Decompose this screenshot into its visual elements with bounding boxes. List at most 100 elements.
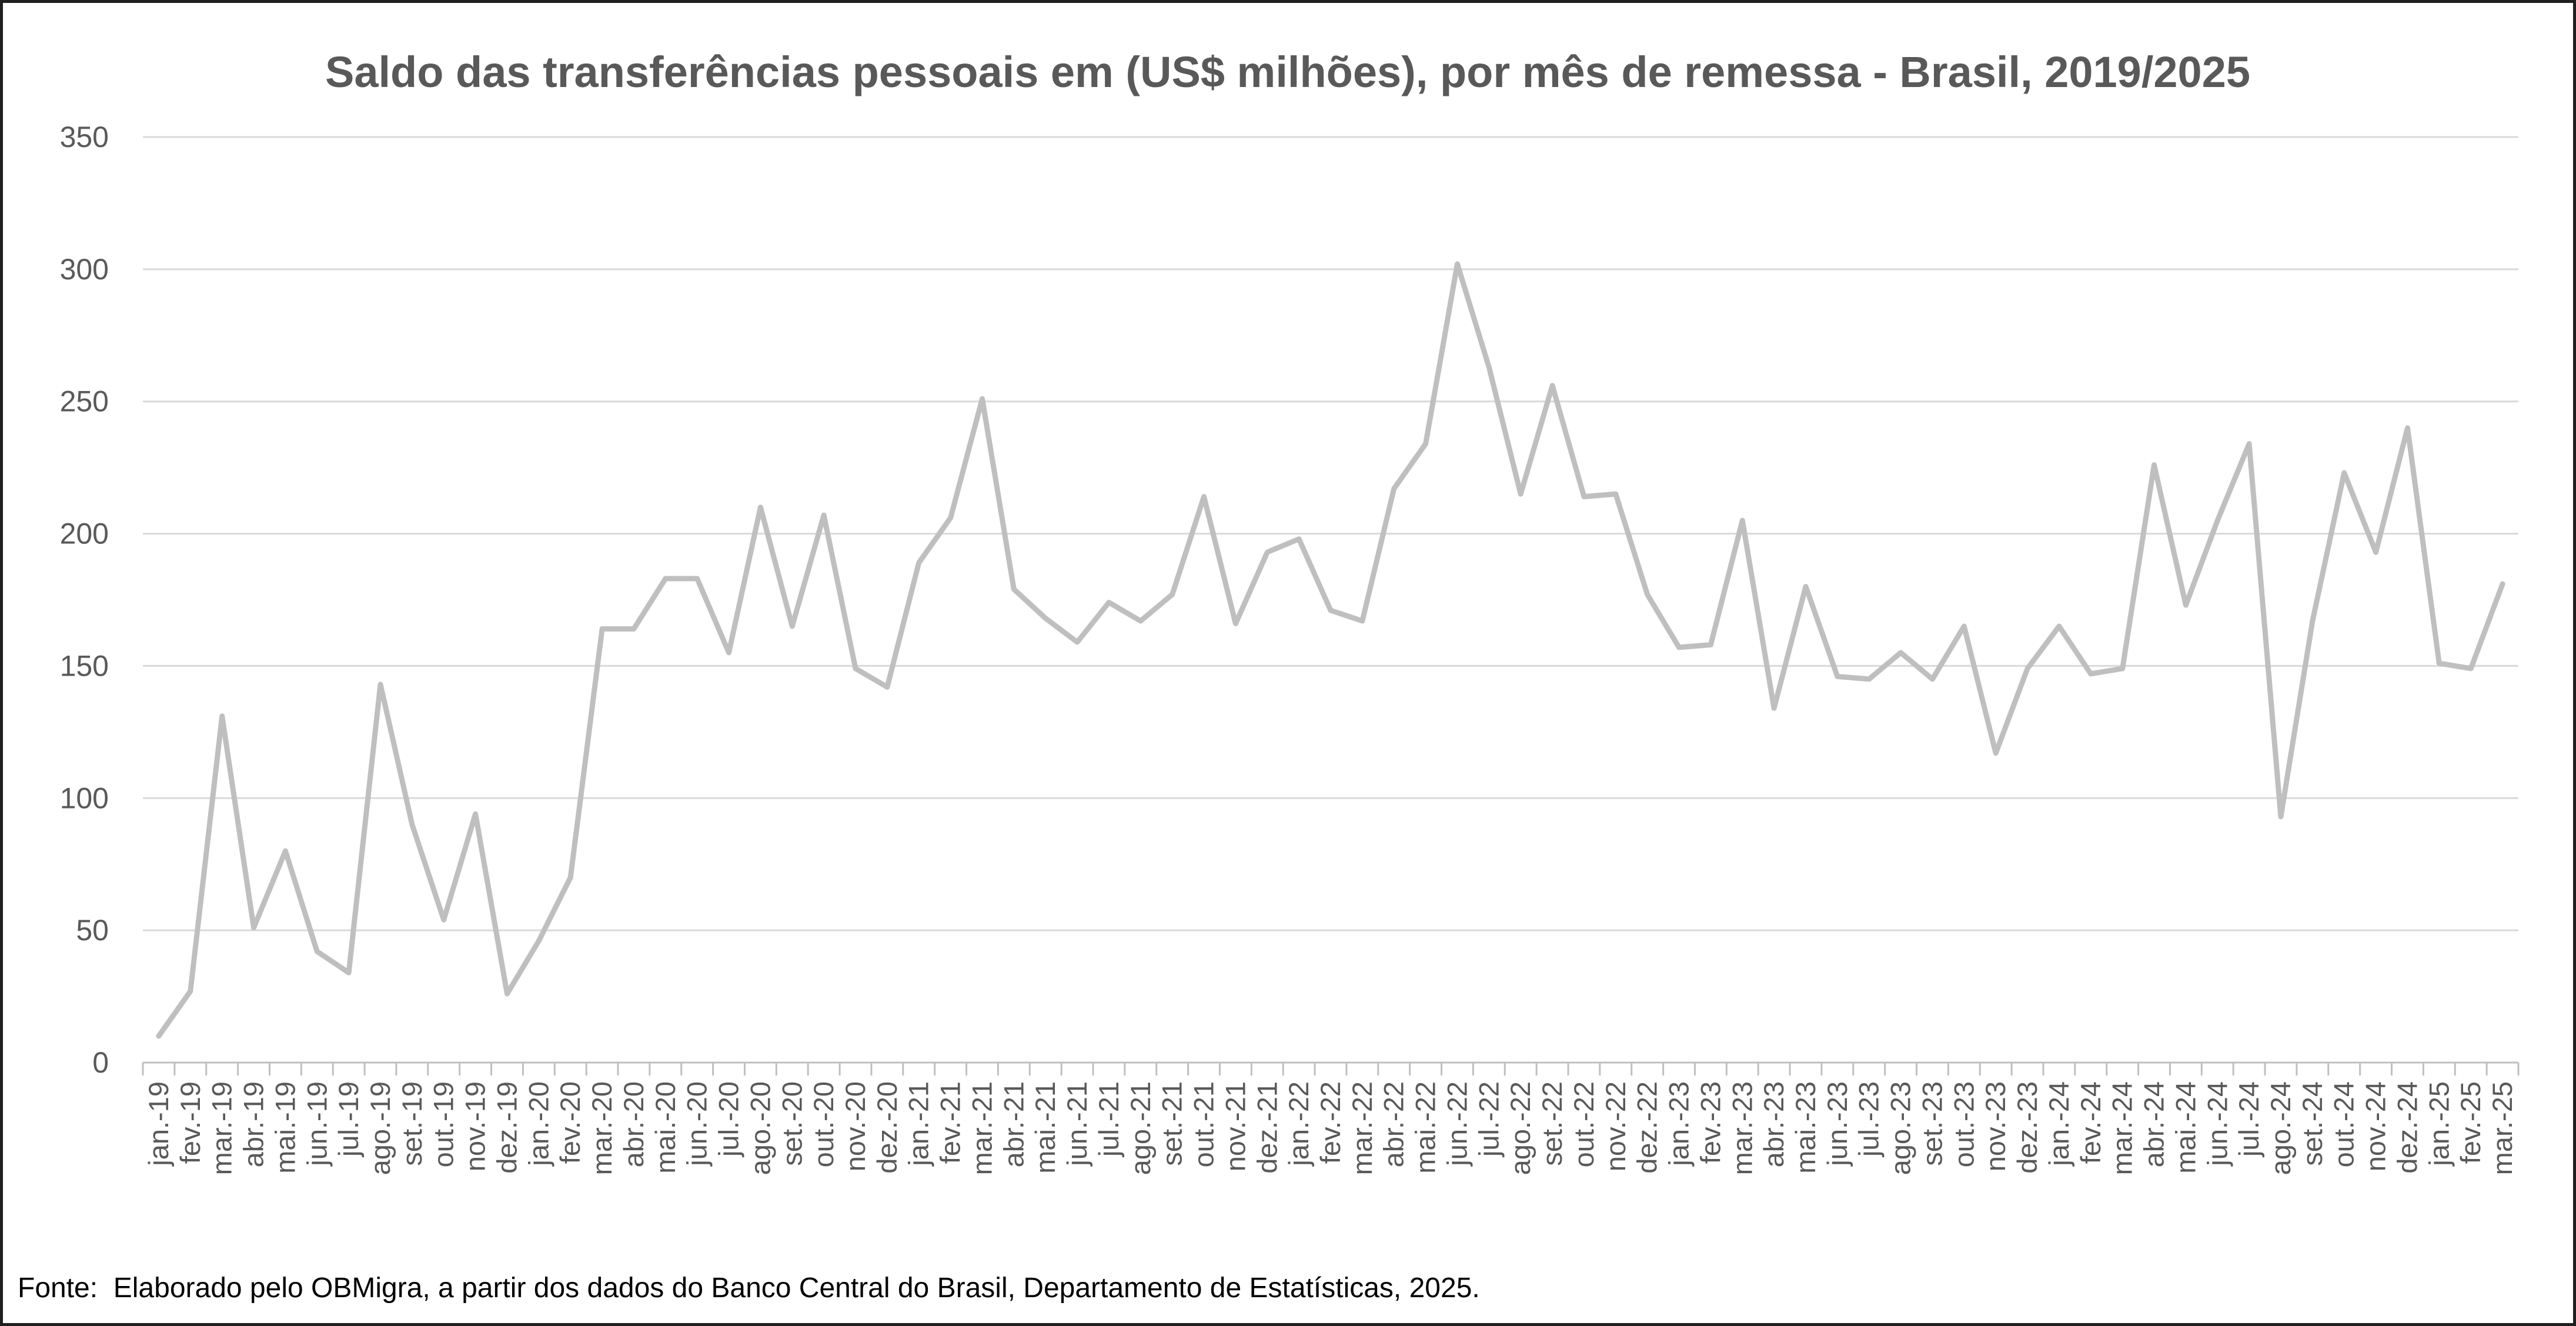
x-tick-label: jun.-24 — [2201, 1081, 2233, 1167]
data-point — [948, 516, 953, 520]
x-tick-label: jul.-20 — [713, 1081, 744, 1158]
x-tick-label: set.-19 — [396, 1081, 427, 1166]
data-point — [2405, 426, 2410, 430]
data-point — [885, 684, 890, 689]
data-point — [1455, 262, 1460, 266]
data-point — [1233, 622, 1238, 626]
data-point — [1518, 492, 1523, 496]
x-tick-label: abr.-22 — [1378, 1081, 1409, 1167]
data-point — [1645, 592, 1650, 597]
x-tick-label: jun.-19 — [301, 1081, 332, 1167]
x-tick-label: fev.-25 — [2455, 1081, 2486, 1164]
x-tick-label: mar.-24 — [2107, 1081, 2138, 1175]
x-tick-label: ago.-24 — [2265, 1081, 2296, 1175]
data-point — [2152, 463, 2157, 467]
x-tick-label: out.-20 — [808, 1081, 839, 1167]
x-tick-label: nov.-21 — [1219, 1081, 1251, 1171]
x-tick-label: fev.-24 — [2075, 1081, 2106, 1164]
x-tick-label: ago.-21 — [1125, 1081, 1156, 1175]
x-tick-label: set.-20 — [776, 1081, 807, 1166]
x-tick-label: jul.-19 — [333, 1081, 364, 1158]
data-point — [156, 1034, 161, 1038]
x-tick-label: dez.-24 — [2391, 1081, 2423, 1174]
data-point — [1107, 600, 1111, 605]
x-tick-label: dez.-19 — [491, 1081, 522, 1174]
x-tick-label: jun.-23 — [1822, 1081, 1853, 1167]
data-point — [1170, 592, 1175, 597]
data-point — [378, 682, 383, 687]
data-point — [1740, 518, 1745, 523]
series-layer — [156, 261, 2505, 1039]
x-tick-label: fev.-19 — [175, 1081, 206, 1164]
x-tick-label: nov.-20 — [840, 1081, 871, 1171]
x-tick-label: mai.-21 — [1030, 1081, 1061, 1174]
x-tick-label: out.-23 — [1948, 1081, 1979, 1167]
y-tick-label: 200 — [60, 517, 109, 550]
data-point — [1708, 643, 1713, 647]
x-tick-label: abr.-21 — [998, 1081, 1029, 1167]
data-point — [2437, 661, 2441, 666]
x-tick-label: out.-22 — [1568, 1081, 1599, 1167]
data-point — [1613, 492, 1618, 496]
data-point — [2278, 814, 2283, 819]
x-tick-label: jul.-24 — [2233, 1081, 2264, 1158]
x-tick-label: ago.-22 — [1505, 1081, 1536, 1175]
data-point — [2468, 666, 2473, 671]
x-tick-label: jan.-21 — [903, 1081, 934, 1167]
x-tick-label: set.-24 — [2297, 1081, 2328, 1166]
x-tick-label: dez.-21 — [1251, 1081, 1282, 1174]
x-tick-label: abr.-19 — [238, 1081, 269, 1167]
y-tick-label: 350 — [60, 121, 109, 153]
x-tick-label: fev.-21 — [935, 1081, 966, 1164]
x-tick-label: jan.-25 — [2423, 1081, 2454, 1167]
y-tick-label: 250 — [60, 385, 109, 418]
data-point — [2089, 672, 2093, 676]
data-point — [2500, 582, 2505, 586]
x-tick-label: set.-22 — [1536, 1081, 1568, 1166]
x-tick-label: jan.-22 — [1283, 1081, 1314, 1167]
data-point — [1677, 645, 1682, 650]
data-point — [758, 505, 763, 510]
x-tick-label: mai.-24 — [2170, 1081, 2201, 1174]
data-point — [853, 666, 858, 671]
x-tick-label: fev.-20 — [554, 1081, 586, 1164]
x-tick-label: abr.-20 — [618, 1081, 649, 1167]
data-point — [2025, 666, 2030, 671]
data-point — [188, 989, 193, 994]
data-point — [220, 714, 225, 719]
data-point — [821, 513, 826, 517]
y-tick-label: 150 — [60, 649, 109, 682]
x-tick-label: mai.-23 — [1790, 1081, 1821, 1174]
data-point — [315, 949, 319, 954]
data-point — [1867, 677, 1872, 682]
x-tick-label: mar.-21 — [966, 1081, 997, 1175]
x-tick-label: fev.-22 — [1315, 1081, 1346, 1164]
x-tick-label: mai.-20 — [650, 1081, 681, 1174]
data-point — [442, 917, 446, 922]
data-point — [1962, 624, 1966, 629]
x-axis: jan.-19 fev.-19 mar.-19 abr.-19 mai.-19 jun.-… — [142, 1061, 2520, 1175]
data-point — [1075, 640, 1080, 644]
x-tick-label: mar.-19 — [206, 1081, 238, 1175]
x-tick-label: jul.-22 — [1473, 1081, 1504, 1158]
x-tick-label: abr.-23 — [1758, 1081, 1789, 1167]
data-point — [473, 811, 478, 816]
data-point — [346, 970, 351, 975]
x-tick-label: out.-24 — [2328, 1081, 2360, 1167]
x-tick-label: jan.-20 — [523, 1081, 554, 1167]
data-point — [2183, 603, 2188, 607]
data-point — [2057, 624, 2062, 629]
x-tick-label: dez.-20 — [871, 1081, 903, 1174]
data-point — [2247, 442, 2251, 446]
chart-title: Saldo das transferências pessoais em (US… — [325, 48, 2250, 96]
data-point — [600, 627, 604, 632]
x-tick-label: ago.-20 — [744, 1081, 776, 1175]
x-tick-label: abr.-24 — [2139, 1081, 2170, 1167]
x-tick-label: mar.-23 — [1726, 1081, 1758, 1175]
y-tick-label: 100 — [60, 781, 109, 814]
x-tick-label: out.-19 — [428, 1081, 459, 1167]
x-tick-label: mai.-22 — [1410, 1081, 1441, 1174]
data-point — [663, 576, 668, 581]
data-point — [632, 627, 636, 632]
